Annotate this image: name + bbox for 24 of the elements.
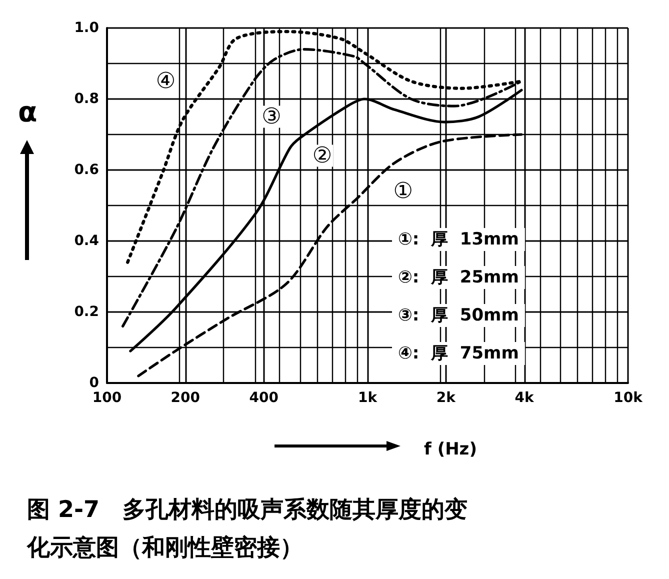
annotation: ④: 厚 75mm	[398, 344, 519, 364]
annotation: ②: 厚 25mm	[398, 268, 519, 288]
x-axis-title: f (Hz)	[424, 440, 477, 460]
x-tick-label: 100	[92, 390, 122, 406]
annotation: ①: 厚 13mm	[398, 230, 519, 250]
x-tick-label: 1k	[358, 390, 378, 406]
x-tick-label: 10k	[614, 390, 644, 406]
x-tick-label: 4k	[514, 390, 535, 406]
x-tick-label: 400	[249, 390, 279, 406]
annotation: ③	[262, 104, 282, 130]
y-tick-label: 0.4	[74, 233, 100, 249]
annotation: ③: 厚 50mm	[398, 306, 519, 326]
y-tick-label: 0	[89, 375, 100, 391]
x-tick-label: 200	[170, 390, 200, 406]
annotation: ②	[312, 143, 332, 168]
y-tick-label: 0.6	[74, 162, 99, 178]
text: 图 2-7 多孔材料的吸声系数随其厚度的变化示意图（和刚性壁密接）	[26, 496, 468, 561]
x-tick-label: 2k	[436, 390, 456, 406]
y-tick-label: 0.8	[74, 91, 99, 107]
y-tick-label: 1.0	[74, 20, 100, 36]
y-tick-label: 0.2	[74, 304, 99, 320]
y-axis-title: α	[18, 96, 38, 128]
annotation: ④	[156, 68, 176, 94]
annotation: ①	[393, 178, 413, 204]
